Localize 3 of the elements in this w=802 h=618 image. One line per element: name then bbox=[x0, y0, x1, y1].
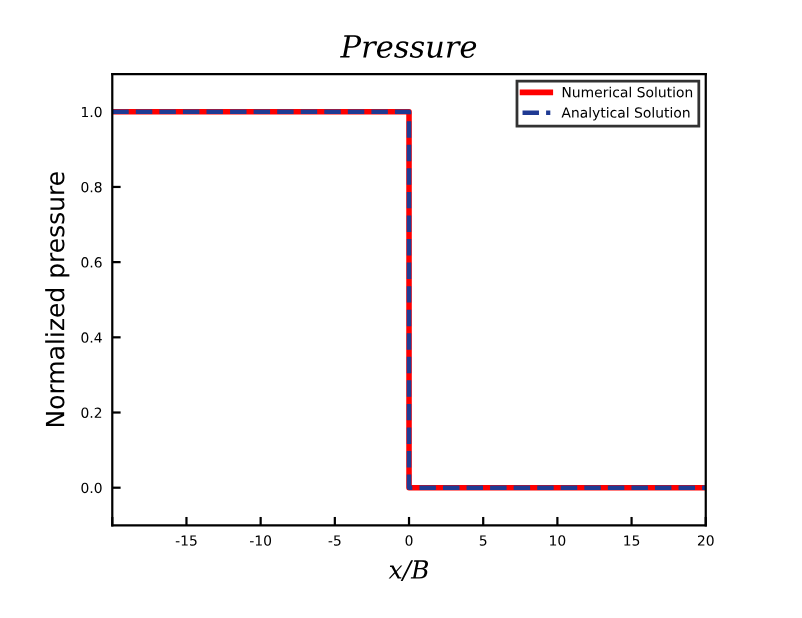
y-axis-title: Normalized pressure bbox=[45, 172, 70, 427]
chart-title: Pressure bbox=[340, 35, 477, 58]
x-axis-title: x/B bbox=[388, 560, 429, 581]
